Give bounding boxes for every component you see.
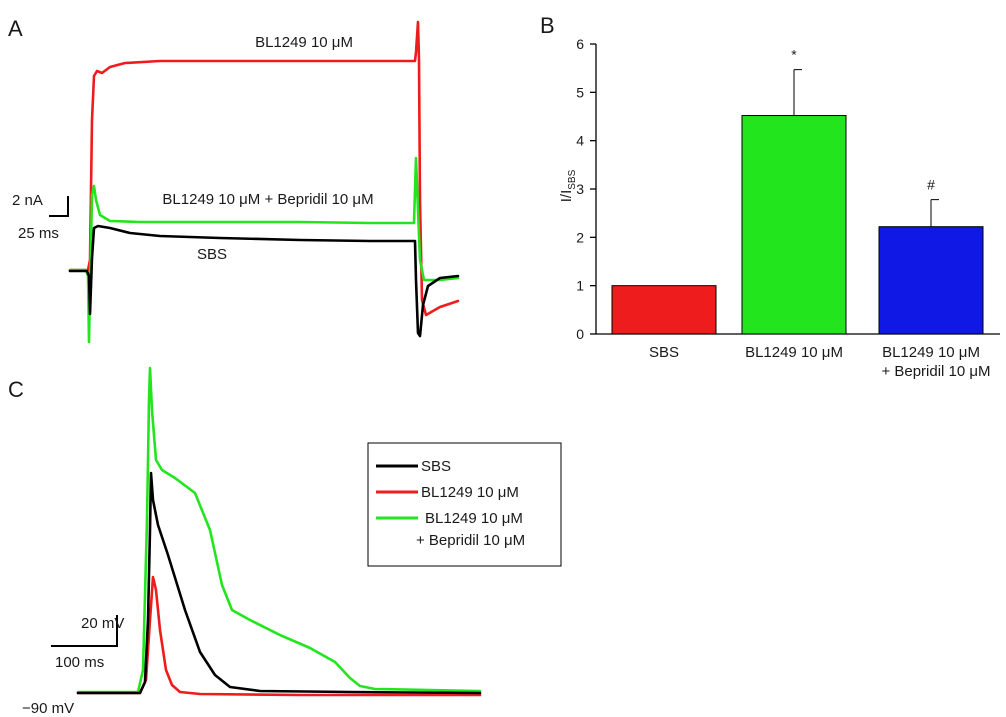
legend-c: SBS BL1249 10 μM BL1249 10 μM + Bepridil… <box>367 442 562 567</box>
x-label-2-1: + Bepridil 10 μM <box>881 363 990 380</box>
scalebar-c-time: 100 ms <box>55 654 104 671</box>
significance-2: # <box>927 177 935 193</box>
panel-b: B 0 1 2 3 4 5 6 SBS * BL1249 10 μM # BL1249 10 μM +… <box>540 13 1000 380</box>
label-a-bl1249: BL1249 10 μM <box>255 34 353 51</box>
y-tick-label-6: 6 <box>576 36 584 52</box>
x-label-0: SBS <box>649 344 679 361</box>
label-a-combo: BL1249 10 μM + Bepridil 10 μM <box>162 191 373 208</box>
panel-b-letter: B <box>540 13 555 38</box>
significance-1: * <box>791 47 797 63</box>
scalebar-c-voltage: 20 mV <box>81 615 124 632</box>
x-label-2: BL1249 10 μM <box>882 344 980 361</box>
panel-a: A BL1249 10 μM BL1249 10 μM + Bepridil 1… <box>8 16 460 344</box>
scalebar-a <box>49 196 69 217</box>
y-tick-label-3: 3 <box>576 181 584 197</box>
trace-c-combo <box>76 366 482 694</box>
label-a-sbs: SBS <box>197 246 227 263</box>
trace-a-sbs <box>68 224 460 338</box>
panel-c-letter: C <box>8 377 24 402</box>
trace-c-sbs <box>76 471 482 695</box>
y-tick-label-2: 2 <box>576 229 584 245</box>
trace-c-bl1249 <box>76 575 482 697</box>
x-label-1: BL1249 10 μM <box>745 344 843 361</box>
baseline-label: −90 mV <box>22 700 74 717</box>
y-tick-label-5: 5 <box>576 84 584 100</box>
y-tick-label-1: 1 <box>576 278 584 294</box>
scalebar-a-time: 25 ms <box>18 225 59 242</box>
legend-box <box>367 442 562 567</box>
legend-label-bl1249: BL1249 10 μM <box>421 484 519 501</box>
panel-b-bars: SBS * BL1249 10 μM # BL1249 10 μM + Bepridil … <box>611 47 991 380</box>
trace-a-bl1249 <box>68 20 460 317</box>
panel-a-letter: A <box>8 16 23 41</box>
bar-1 <box>741 115 847 335</box>
y-axis-label-main: I/I <box>558 190 575 203</box>
legend-label-sbs: SBS <box>421 458 451 475</box>
scalebar-c <box>51 615 118 647</box>
y-tick-label-0: 0 <box>576 326 584 342</box>
bar-0 <box>611 285 717 335</box>
panel-b-ylabel: I/ISBS <box>558 169 578 202</box>
legend-label-combo: BL1249 10 μM <box>425 510 523 527</box>
y-axis-label-sub: SBS <box>567 169 578 189</box>
scalebar-a-current: 2 nA <box>12 192 43 209</box>
trace-a-combo <box>68 156 460 344</box>
bar-2 <box>878 226 984 335</box>
y-axis-label: I/ISBS <box>558 169 578 202</box>
panel-c: C SBS BL1249 10 μM BL1249 10 μM + Beprid… <box>8 366 562 717</box>
legend-label-combo-2: + Bepridil 10 μM <box>416 532 525 549</box>
y-tick-label-4: 4 <box>576 133 584 149</box>
